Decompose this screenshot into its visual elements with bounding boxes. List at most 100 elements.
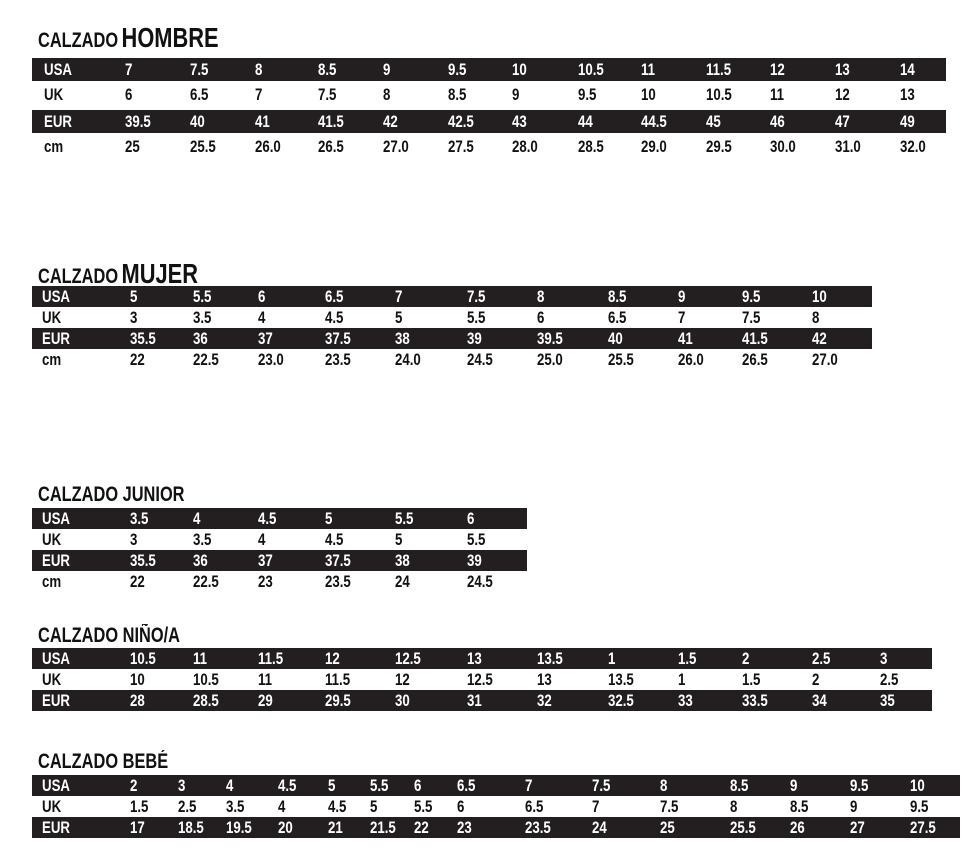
size-cell: 9 (790, 776, 798, 795)
size-cell: 11 (641, 60, 656, 79)
size-cell: 44.5 (641, 112, 667, 131)
table-title: CALZADO NIÑO/A (38, 624, 180, 648)
size-cell: 5 (325, 509, 333, 528)
size-cell: 10 (641, 85, 656, 104)
row-label: EUR (42, 329, 71, 348)
size-cell: 25.5 (608, 350, 634, 369)
size-cell: 22 (414, 818, 429, 837)
row-label: EUR (44, 112, 73, 131)
size-cell: 23.5 (325, 572, 351, 591)
size-cell: 19.5 (226, 818, 252, 837)
size-cell: 11.5 (325, 670, 351, 689)
size-cell: 6 (467, 509, 475, 528)
size-cell: 23 (258, 572, 273, 591)
size-cell: 10 (130, 670, 145, 689)
size-cell: 6.5 (457, 776, 476, 795)
size-cell: 7 (125, 60, 133, 79)
size-cell: 4.5 (328, 797, 347, 816)
size-cell: 8 (255, 60, 263, 79)
size-row-usa: USA 2 3 4 4.5 5 5.5 6 6.5 7 7.5 8 8.5 9 9.5 10 (32, 775, 960, 796)
row-label: UK (42, 308, 62, 327)
size-cell: 23.5 (325, 350, 351, 369)
size-cell: 2.5 (812, 649, 831, 668)
size-cell: 30.0 (770, 137, 796, 156)
row-label: UK (42, 670, 62, 689)
size-cell: 35 (880, 691, 895, 710)
size-cell: 7.5 (467, 287, 486, 306)
size-cell: 25.5 (730, 818, 756, 837)
size-cell: 22.5 (193, 572, 219, 591)
size-row-uk: UK 6 6.5 7 7.5 8 8.5 9 9.5 10 10.5 11 12 13 (32, 83, 946, 107)
size-cell: 8.5 (318, 60, 337, 79)
size-cell: 2 (812, 670, 820, 689)
size-cell: 3.5 (226, 797, 245, 816)
size-cell: 1 (608, 649, 616, 668)
size-cell: 5.5 (193, 287, 212, 306)
row-label: EUR (42, 818, 71, 837)
size-cell: 5 (395, 530, 403, 549)
size-cell: 13 (537, 670, 552, 689)
size-cell: 8 (660, 776, 668, 795)
row-label: EUR (42, 691, 71, 710)
size-cell: 9.5 (578, 85, 597, 104)
table-title-prefix: CALZADO BEBÉ (38, 750, 169, 773)
size-cell: 8 (537, 287, 545, 306)
size-cell: 39 (467, 329, 482, 348)
size-cell: 12.5 (467, 670, 493, 689)
size-cell: 32 (537, 691, 552, 710)
size-cell: 41 (255, 112, 270, 131)
size-cell: 28.5 (578, 137, 604, 156)
size-cell: 5.5 (370, 776, 389, 795)
row-label: UK (44, 85, 64, 104)
size-cell: 37 (258, 551, 273, 570)
size-row-usa: USA 7 7.5 8 8.5 9 9.5 10 10.5 11 11.5 12 13 14 (32, 58, 946, 81)
size-cell: 4 (258, 530, 266, 549)
size-cell: 3.5 (130, 509, 149, 528)
size-cell: 2.5 (178, 797, 197, 816)
size-row-uk: UK 3 3.5 4 4.5 5 5.5 (32, 529, 527, 550)
size-cell: 13 (835, 60, 850, 79)
size-cell: 26.0 (678, 350, 704, 369)
size-cell: 38 (395, 551, 410, 570)
size-cell: 10.5 (130, 649, 156, 668)
table-title-main: HOMBRE (121, 22, 219, 53)
size-cell: 7 (255, 85, 263, 104)
size-cell: 2 (742, 649, 750, 668)
size-cell: 8.5 (448, 85, 467, 104)
size-cell: 37 (258, 329, 273, 348)
size-cell: 28.5 (193, 691, 219, 710)
size-cell: 6 (125, 85, 133, 104)
table-title-prefix: CALZADO (38, 29, 119, 52)
size-cell: 39 (467, 551, 482, 570)
size-cell: 28.0 (512, 137, 538, 156)
size-cell: 42.5 (448, 112, 474, 131)
table-title: CALZADO JUNIOR (38, 483, 185, 507)
size-cell: 29.5 (706, 137, 732, 156)
size-cell: 8 (812, 308, 820, 327)
table-title-main: MUJER (121, 258, 198, 289)
size-cell: 38 (395, 329, 410, 348)
size-cell: 36 (193, 551, 208, 570)
size-cell: 43 (512, 112, 527, 131)
size-cell: 7 (395, 287, 403, 306)
size-cell: 10.5 (193, 670, 219, 689)
size-cell: 4 (226, 776, 234, 795)
size-cell: 34 (812, 691, 827, 710)
table-title-prefix: CALZADO NIÑO/A (38, 624, 180, 647)
size-cell: 41 (678, 329, 693, 348)
size-cell: 4 (258, 308, 266, 327)
size-cell: 10.5 (578, 60, 604, 79)
size-cell: 42 (812, 329, 827, 348)
size-cell: 14 (900, 60, 915, 79)
size-cell: 24.5 (467, 572, 493, 591)
size-cell: 5 (370, 797, 378, 816)
size-cell: 31 (467, 691, 482, 710)
row-label: cm (42, 350, 62, 369)
size-cell: 45 (706, 112, 721, 131)
size-cell: 39.5 (537, 329, 563, 348)
size-cell: 25 (125, 137, 140, 156)
size-cell: 37.5 (325, 551, 351, 570)
size-cell: 5.5 (395, 509, 414, 528)
size-cell: 7.5 (592, 776, 611, 795)
size-cell: 32.5 (608, 691, 634, 710)
